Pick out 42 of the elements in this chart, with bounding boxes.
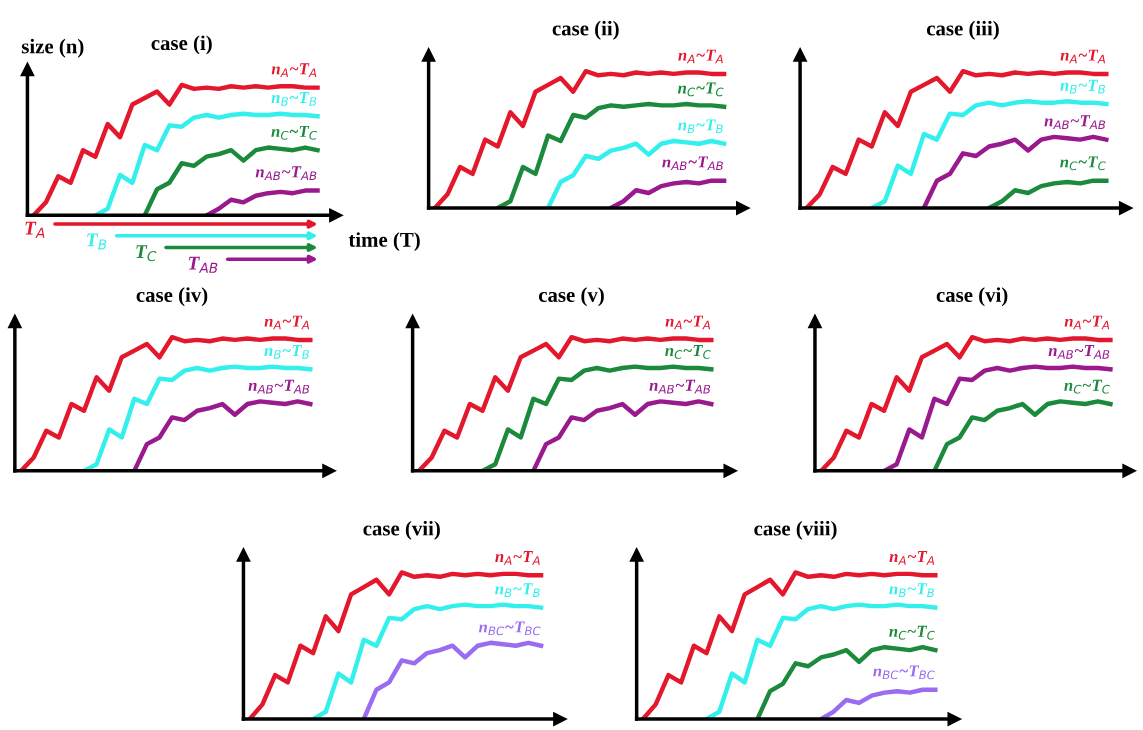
series-label: n$_{A}$~T$_{A}$	[264, 315, 310, 330]
series-label: n$_{A}$~T$_{A}$	[889, 551, 935, 565]
series-label: n$_{BC}$~T$_{BC}$	[873, 665, 935, 680]
x-axis-title: time (T)	[348, 232, 420, 252]
series-label: n$_{C}$~T$_{C}$	[1060, 156, 1106, 171]
series-label: n$_{A}$~T$_{A}$	[1064, 315, 1110, 330]
series-label: n$_{A}$~T$_{A}$	[678, 49, 723, 64]
text: T$_{B}$	[87, 233, 107, 250]
series-label: n$_{AB}$~T$_{AB}$	[649, 379, 711, 394]
series-label: n$_{C}$~T$_{C}$	[271, 125, 317, 140]
chart-title: case (i)	[151, 35, 212, 55]
series-label: n$_{C}$~T$_{C}$	[665, 345, 711, 359]
chart-title: case (vii)	[363, 520, 440, 540]
series-label: n$_{B}$~T$_{B}$	[889, 583, 935, 597]
series-label: n$_{AB}$~T$_{AB}$	[255, 166, 317, 180]
chart-title: case (vi)	[936, 287, 1008, 307]
series-label: n$_{A}$~T$_{A}$	[495, 551, 540, 565]
series-label: n$_{AB}$~T$_{AB}$	[662, 156, 723, 171]
series-label: n$_{AB}$~T$_{AB}$	[1048, 345, 1110, 359]
series-label: n$_{B}$~T$_{B}$	[495, 583, 540, 597]
text: T$_{AB}$	[188, 256, 218, 273]
series-label: n$_{C}$~T$_{C}$	[1064, 379, 1110, 394]
chart-title: case (v)	[538, 287, 604, 307]
chart-title: case (iv)	[136, 287, 208, 307]
series-label: n$_{A}$~T$_{A}$	[665, 315, 711, 330]
series-label: n$_{B}$~T$_{B}$	[678, 119, 723, 134]
y-axis-title: size (n)	[21, 38, 84, 58]
series-label: n$_{BC}$~T$_{BC}$	[478, 621, 541, 636]
text: T$_{A}$	[25, 221, 45, 238]
chart-title: case (ii)	[552, 20, 619, 40]
chart-title: case (viii)	[754, 520, 837, 540]
series-label: n$_{B}$~T$_{B}$	[271, 92, 317, 106]
series-label: n$_{A}$~T$_{A}$	[271, 63, 317, 77]
series-label: n$_{A}$~T$_{A}$	[1060, 49, 1106, 64]
text: T$_{C}$	[136, 245, 157, 262]
series-label: n$_{C}$~T$_{C}$	[677, 82, 724, 97]
series-label: n$_{B}$~T$_{B}$	[1060, 79, 1105, 94]
chart-title: case (iii)	[926, 20, 999, 40]
series-label: n$_{AB}$~T$_{AB}$	[248, 379, 310, 394]
series-label: n$_{B}$~T$_{B}$	[264, 345, 310, 359]
series-label: n$_{AB}$~T$_{AB}$	[1044, 115, 1106, 129]
series-label: n$_{C}$~T$_{C}$	[889, 625, 935, 640]
